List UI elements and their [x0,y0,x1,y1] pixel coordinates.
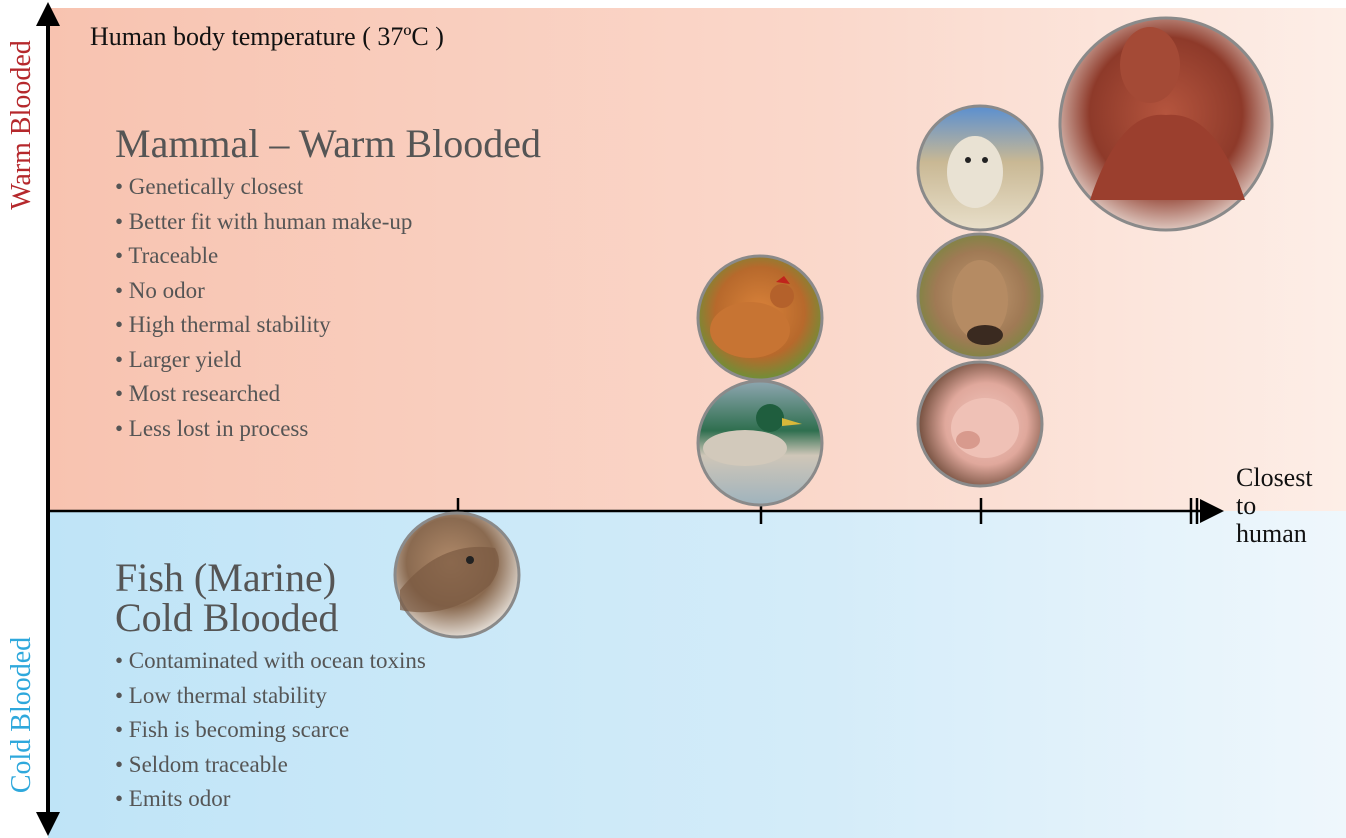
warm-bullet: • Traceable [115,243,219,268]
fish-heading-line: Fish (Marine) [115,555,337,600]
human-anatomy-photo-icon [1058,16,1274,232]
closest-label-line: human [1236,519,1307,548]
warm-bullet: • Less lost in process [115,415,309,441]
warm-bullet: • Better fit with human make-up [115,208,413,234]
arrow-down-icon [36,812,60,836]
human-body-temperature-note: Human body temperature ( 37ºC ) [90,22,444,51]
sheep-photo-icon [916,104,1044,232]
warm-bullet: • Most researched [115,381,281,406]
warm-bullet: • No odor [115,277,205,303]
warm-bullet: • High thermal stability [115,312,331,337]
fish-photo-icon [393,511,521,639]
arrow-up-icon [36,2,60,26]
warm-bullet: • Genetically closest [115,174,304,199]
warm-blooded-description: Mammal – Warm Blooded • Genetically clos… [115,124,541,446]
closest-label-line: Closest [1236,463,1313,492]
fish-heading-line: Cold Blooded [115,595,339,640]
arrow-right-icon [1200,499,1224,523]
cold-bullet: • Fish is becoming scarce [115,717,350,742]
cold-bullet: • Emits odor [115,786,231,811]
closest-label-line: to [1236,491,1257,520]
cold-blooded-axis-label: Cold Blooded [6,636,37,794]
chicken-photo-icon [696,254,824,382]
warm-bullet: • Larger yield [115,346,242,372]
duck-photo-icon [696,379,824,507]
cold-blooded-region [48,511,1346,838]
cold-bullet: • Low thermal stability [115,682,327,708]
cold-blooded-description: Fish (Marine) Cold Blooded • Contaminate… [115,558,426,817]
cow-photo-icon [916,232,1044,360]
mammal-heading: Mammal – Warm Blooded [115,121,541,166]
cold-bullet: • Contaminated with ocean toxins [115,648,426,673]
pig-photo-icon [916,360,1044,488]
closest-to-human-label: Closest to human [1236,464,1313,548]
warm-blooded-axis-label: Warm Blooded [6,40,37,210]
cold-bullet: • Seldom traceable [115,751,288,777]
